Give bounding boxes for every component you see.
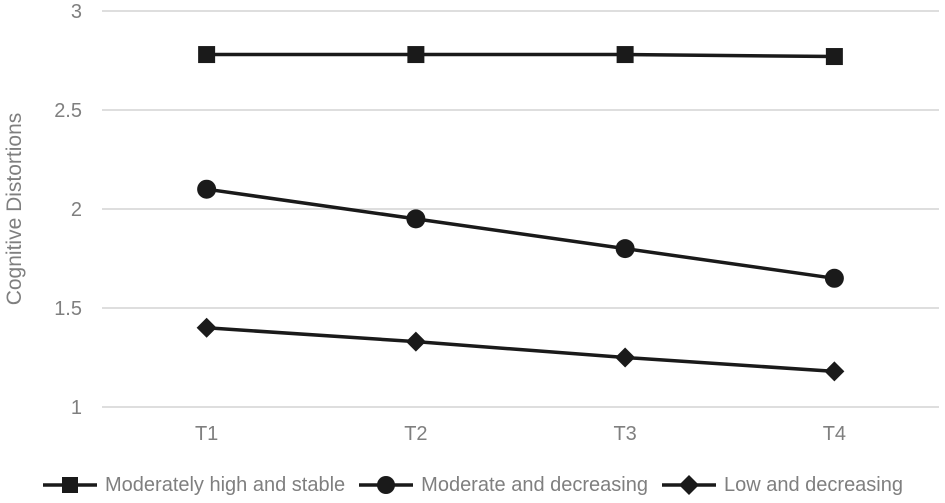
y-tick-label: 1 xyxy=(71,397,82,419)
data-point-circle xyxy=(824,268,844,288)
legend-label: Moderately high and stable xyxy=(105,474,346,496)
legend-item-moderate-and-decreasing: Moderate and decreasing xyxy=(358,472,648,498)
y-tick-label: 2.5 xyxy=(54,100,82,122)
diamond-marker-icon xyxy=(661,475,716,495)
y-tick-label: 3 xyxy=(71,1,82,23)
chart-legend: Moderately high and stable Moderate and … xyxy=(0,472,945,498)
data-point-square xyxy=(198,46,216,64)
legend-item-low-and-decreasing: Low and decreasing xyxy=(661,472,903,498)
x-category-labels-group: T1 T2 T3 T4 xyxy=(195,423,846,445)
square-marker-icon xyxy=(43,477,97,493)
series-line-circle xyxy=(206,187,835,281)
gridlines-group xyxy=(102,10,939,408)
data-point-diamond xyxy=(615,347,636,368)
x-category-label: T3 xyxy=(613,423,636,445)
x-category-label: T2 xyxy=(404,423,427,445)
data-point-circle xyxy=(615,239,635,259)
legend-label: Low and decreasing xyxy=(723,474,903,496)
data-point-diamond xyxy=(196,317,217,338)
data-point-diamond xyxy=(405,331,426,352)
y-tick-labels-group: 3 2.5 2 1.5 1 xyxy=(54,1,82,419)
y-axis-title: Cognitive Distortions xyxy=(3,113,26,306)
circle-marker-icon xyxy=(359,476,414,494)
y-tick-label: 2 xyxy=(71,199,82,221)
data-point-circle xyxy=(406,209,426,229)
x-category-label: T1 xyxy=(195,423,218,445)
series-line-diamond xyxy=(206,326,835,374)
series-line-square xyxy=(206,52,835,59)
x-category-label: T4 xyxy=(823,423,846,445)
y-tick-label: 1.5 xyxy=(54,298,82,320)
legend-label: Moderate and decreasing xyxy=(421,474,648,496)
series-group xyxy=(196,46,845,382)
data-point-diamond xyxy=(824,361,845,382)
legend-item-moderately-high-and-stable: Moderately high and stable xyxy=(42,472,345,498)
chart-plot-area: 3 2.5 2 1.5 1 T1 T2 T3 T4 Cognitive Distortions xyxy=(3,1,939,445)
data-point-circle xyxy=(197,179,217,199)
data-point-square xyxy=(407,46,425,64)
data-point-square xyxy=(825,48,843,66)
data-point-square xyxy=(616,46,634,64)
